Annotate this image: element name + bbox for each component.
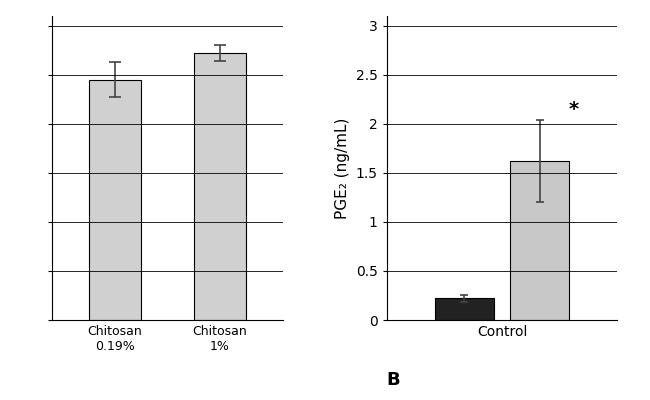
Y-axis label: PGE₂ (ng/mL): PGE₂ (ng/mL) xyxy=(335,117,350,219)
Bar xyxy=(435,298,494,320)
Text: *: * xyxy=(568,100,578,119)
Bar xyxy=(88,80,141,320)
Bar xyxy=(194,53,246,320)
Text: B: B xyxy=(387,371,400,389)
Bar xyxy=(510,161,569,320)
